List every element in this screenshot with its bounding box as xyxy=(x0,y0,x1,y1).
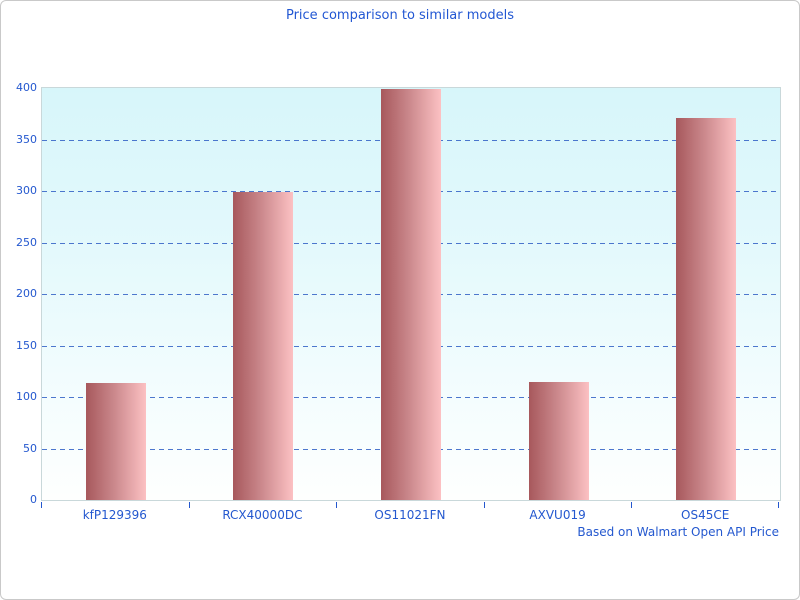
x-tick-2 xyxy=(336,502,338,508)
x-tick-4 xyxy=(631,502,633,508)
x-tick-0 xyxy=(41,502,42,508)
y-tick-label-150: 150 xyxy=(16,338,37,352)
x-axis-ticks xyxy=(41,501,781,509)
category-label-OS45CE: OS45CE xyxy=(681,508,730,522)
y-tick-label-200: 200 xyxy=(16,287,37,300)
y-tick-label-350: 350 xyxy=(16,132,37,146)
category-label-AXVU019: AXVU019 xyxy=(529,508,586,522)
x-tick-5 xyxy=(778,502,779,508)
y-tick-label-0: 0 xyxy=(30,493,37,506)
x-axis-labels: kfP129396 RCX40000DC OS11021FN AXVU019 OS45C… xyxy=(41,508,781,524)
chart-footer-annotation: Based on Walmart Open API Price xyxy=(577,525,779,539)
y-axis-labels: 0 50 100 150 200 250 300 350 400 xyxy=(1,81,37,506)
category-label-kfP129396: kfP129396 xyxy=(82,508,147,522)
bar-OS45CE xyxy=(676,117,737,500)
bar-OS11021FN xyxy=(381,89,441,500)
y-tick-label-50: 50 xyxy=(23,441,37,455)
bar-kfP129396 xyxy=(85,382,146,500)
category-label-RCX40000DC: RCX40000DC xyxy=(222,508,303,522)
x-tick-1 xyxy=(188,502,190,508)
category-label-OS11021FN: OS11021FN xyxy=(374,508,446,522)
bar-RCX40000DC xyxy=(233,192,294,500)
x-tick-3 xyxy=(483,502,485,508)
chart-title: Price comparison to similar models xyxy=(285,8,515,23)
bar-AXVU019 xyxy=(528,381,589,500)
plot-area xyxy=(41,87,781,501)
y-tick-label-250: 250 xyxy=(16,235,37,249)
y-tick-label-100: 100 xyxy=(16,390,37,403)
y-tick-label-300: 300 xyxy=(16,184,37,197)
y-tick-label-400: 400 xyxy=(16,81,37,94)
